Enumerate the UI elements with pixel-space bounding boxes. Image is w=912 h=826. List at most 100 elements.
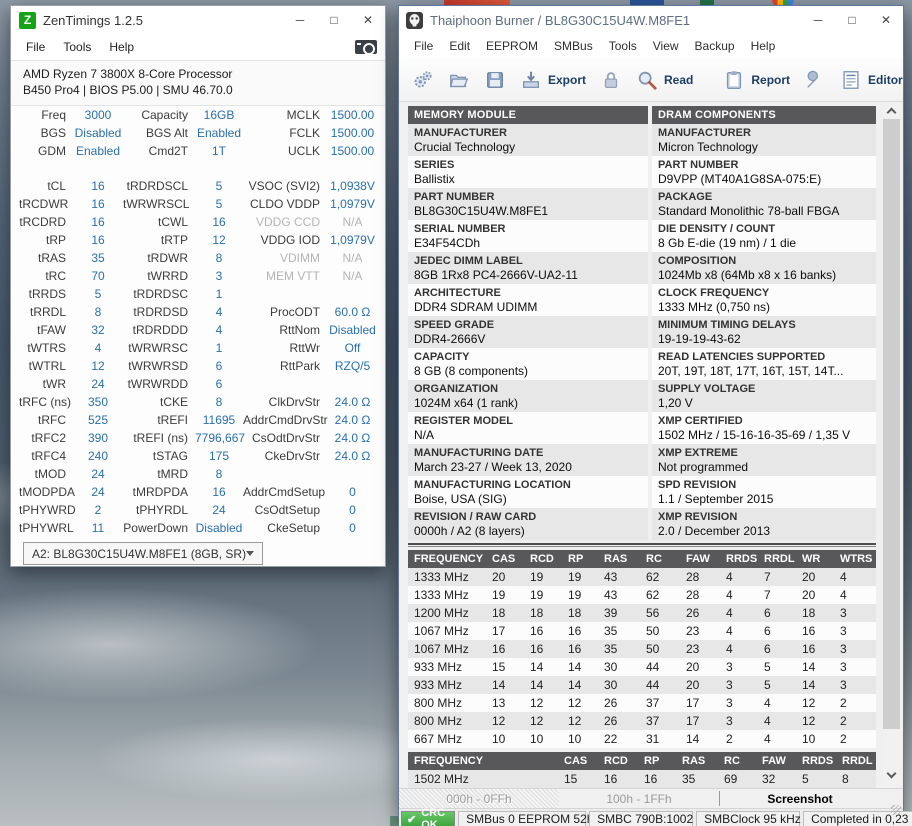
scroll-up-icon[interactable] [883,102,900,119]
cell: 62 [646,588,660,602]
tab-000h-0ffh[interactable]: 000h - 0FFh [399,789,559,808]
red-app-icon[interactable] [444,0,510,7]
timing-value: 5 [215,197,223,211]
resize-grip-icon[interactable] [891,805,901,815]
report-button[interactable]: Report [716,65,797,95]
timing-value: 1 [215,287,223,301]
maximize-button[interactable]: □ [330,13,338,27]
cell: 7 [764,588,771,602]
screenshot-camera-icon[interactable] [355,40,377,55]
info-value: D9VPP (MT40A1G8SA-075:E) [658,172,822,186]
tab-100h-1ffh[interactable]: 100h - 1FFh [606,791,672,806]
menu-item[interactable]: Tools [608,39,637,53]
cell: 4 [726,606,733,620]
timing-value: 16GB [203,108,235,122]
close-button[interactable]: ✕ [880,13,892,27]
open-button[interactable] [441,65,477,95]
timings-grid: Freq 3000 Capacity 16GB MCLK 1500.00 BGS… [19,106,377,537]
chrome-icon[interactable] [772,0,794,7]
excel-icon[interactable] [700,0,714,7]
tools-button[interactable] [797,65,833,95]
zentimings-titlebar[interactable]: Z ZenTimings 1.2.5 ─ □ ✕ [11,6,385,34]
menu-item[interactable]: View [652,39,679,53]
cpu-name: AMD Ryzen 7 3800X 8-Core Processor [23,67,233,81]
timing-label: tPHYWRL [19,521,74,535]
cell: 800 MHz [414,696,463,710]
cell: 16 [802,642,816,656]
info-label: REGISTER MODEL [414,415,514,427]
scrollbar-thumb[interactable] [883,119,900,729]
cell: 14 [686,732,700,746]
menu-item[interactable]: Help [109,40,135,54]
cell: 14 [530,660,544,674]
thaiphoon-titlebar[interactable]: Thaiphoon Burner / BL8G30C15U4W.M8FE1 ─ … [399,6,903,34]
word-icon[interactable] [630,0,664,7]
cell: 1200 MHz [414,606,469,620]
cell: 20 [492,570,506,584]
timing-value: 0 [349,485,356,499]
editor-button[interactable]: Editor [833,65,910,95]
cell: 17 [686,696,700,710]
menu-item[interactable]: Edit [449,39,471,53]
cell: 4 [726,624,733,638]
timing-label: tWR [42,377,66,391]
cell: 37 [646,696,660,710]
timing-row: tRP 16 tRTP 12 VDDG IOD 1,0979V [19,231,377,249]
cell: 13 [492,696,506,710]
export-button[interactable]: Export [513,65,593,95]
timing-label: UCLK [287,144,320,158]
timing-value: 350 [87,395,109,409]
tab-screenshot[interactable]: Screenshot [767,791,833,806]
menu-item[interactable]: File [414,39,434,53]
timing-value: 4 [94,341,102,355]
timing-row: tPHYWRL 11 PowerDown Disabled CkeSetup 0 [19,519,377,537]
cell: 30 [604,678,618,692]
timing-label: tRDWR [147,251,188,265]
timing-row: tMODPDA 24 tMRDPDA 16 AddrCmdSetup 0 [19,483,377,501]
menu-item[interactable]: Help [750,39,776,53]
menu-item[interactable]: File [26,40,46,54]
menu-item[interactable]: EEPROM [486,39,539,53]
zentimings-menubar: File Tools Help [11,34,385,60]
info-value: DDR4-2666V [414,332,486,346]
timing-value: 24 [212,503,226,517]
cell: 17 [686,714,700,728]
settings-button[interactable] [405,65,441,95]
info-row: MANUFACTURER Crucial Technology [408,124,648,156]
timing-row: tWR 24 tWRWRDD 6 [19,375,377,393]
column-header: FAW [762,755,786,767]
lock-button[interactable] [593,65,629,95]
cell: 20 [686,678,700,692]
save-button[interactable] [477,65,513,95]
info-label: COMPOSITION [658,255,737,267]
maximize-button[interactable]: □ [848,13,856,27]
minimize-button[interactable]: ─ [813,13,823,27]
menu-item[interactable]: Backup [694,39,735,53]
cell: 26 [604,696,618,710]
info-label: MANUFACTURING LOCATION [414,479,571,491]
cell: 28 [686,588,700,602]
close-button[interactable]: ✕ [362,13,374,27]
vertical-scrollbar[interactable] [883,102,900,784]
cell: 4 [764,696,771,710]
timing-value: 24 [91,377,105,391]
column-header: WTRS [840,553,873,565]
cell: 5 [764,660,771,674]
scroll-down-icon[interactable] [883,767,900,784]
timing-value: 24 [91,485,105,499]
cell: 44 [646,660,660,674]
timing-value: 16 [212,215,226,229]
minimize-button[interactable]: ─ [295,13,305,27]
cell: 18 [568,606,582,620]
menu-item[interactable]: Tools [63,40,92,54]
menu-item[interactable]: SMBus [554,39,593,53]
read-button[interactable]: Read [629,65,700,95]
info-row: PART NUMBER BL8G30C15U4W.M8FE1 [408,188,648,220]
timing-label: tRCDWR [19,197,69,211]
cell: 2 [840,714,847,728]
dram-components-header: DRAM COMPONENTS [652,106,876,124]
timing-value: 390 [87,431,109,445]
cell: 4 [764,732,771,746]
dimm-selector[interactable]: A2: BL8G30C15U4W.M8FE1 (8GB, SR) [23,542,263,565]
cell: 12 [492,714,506,728]
